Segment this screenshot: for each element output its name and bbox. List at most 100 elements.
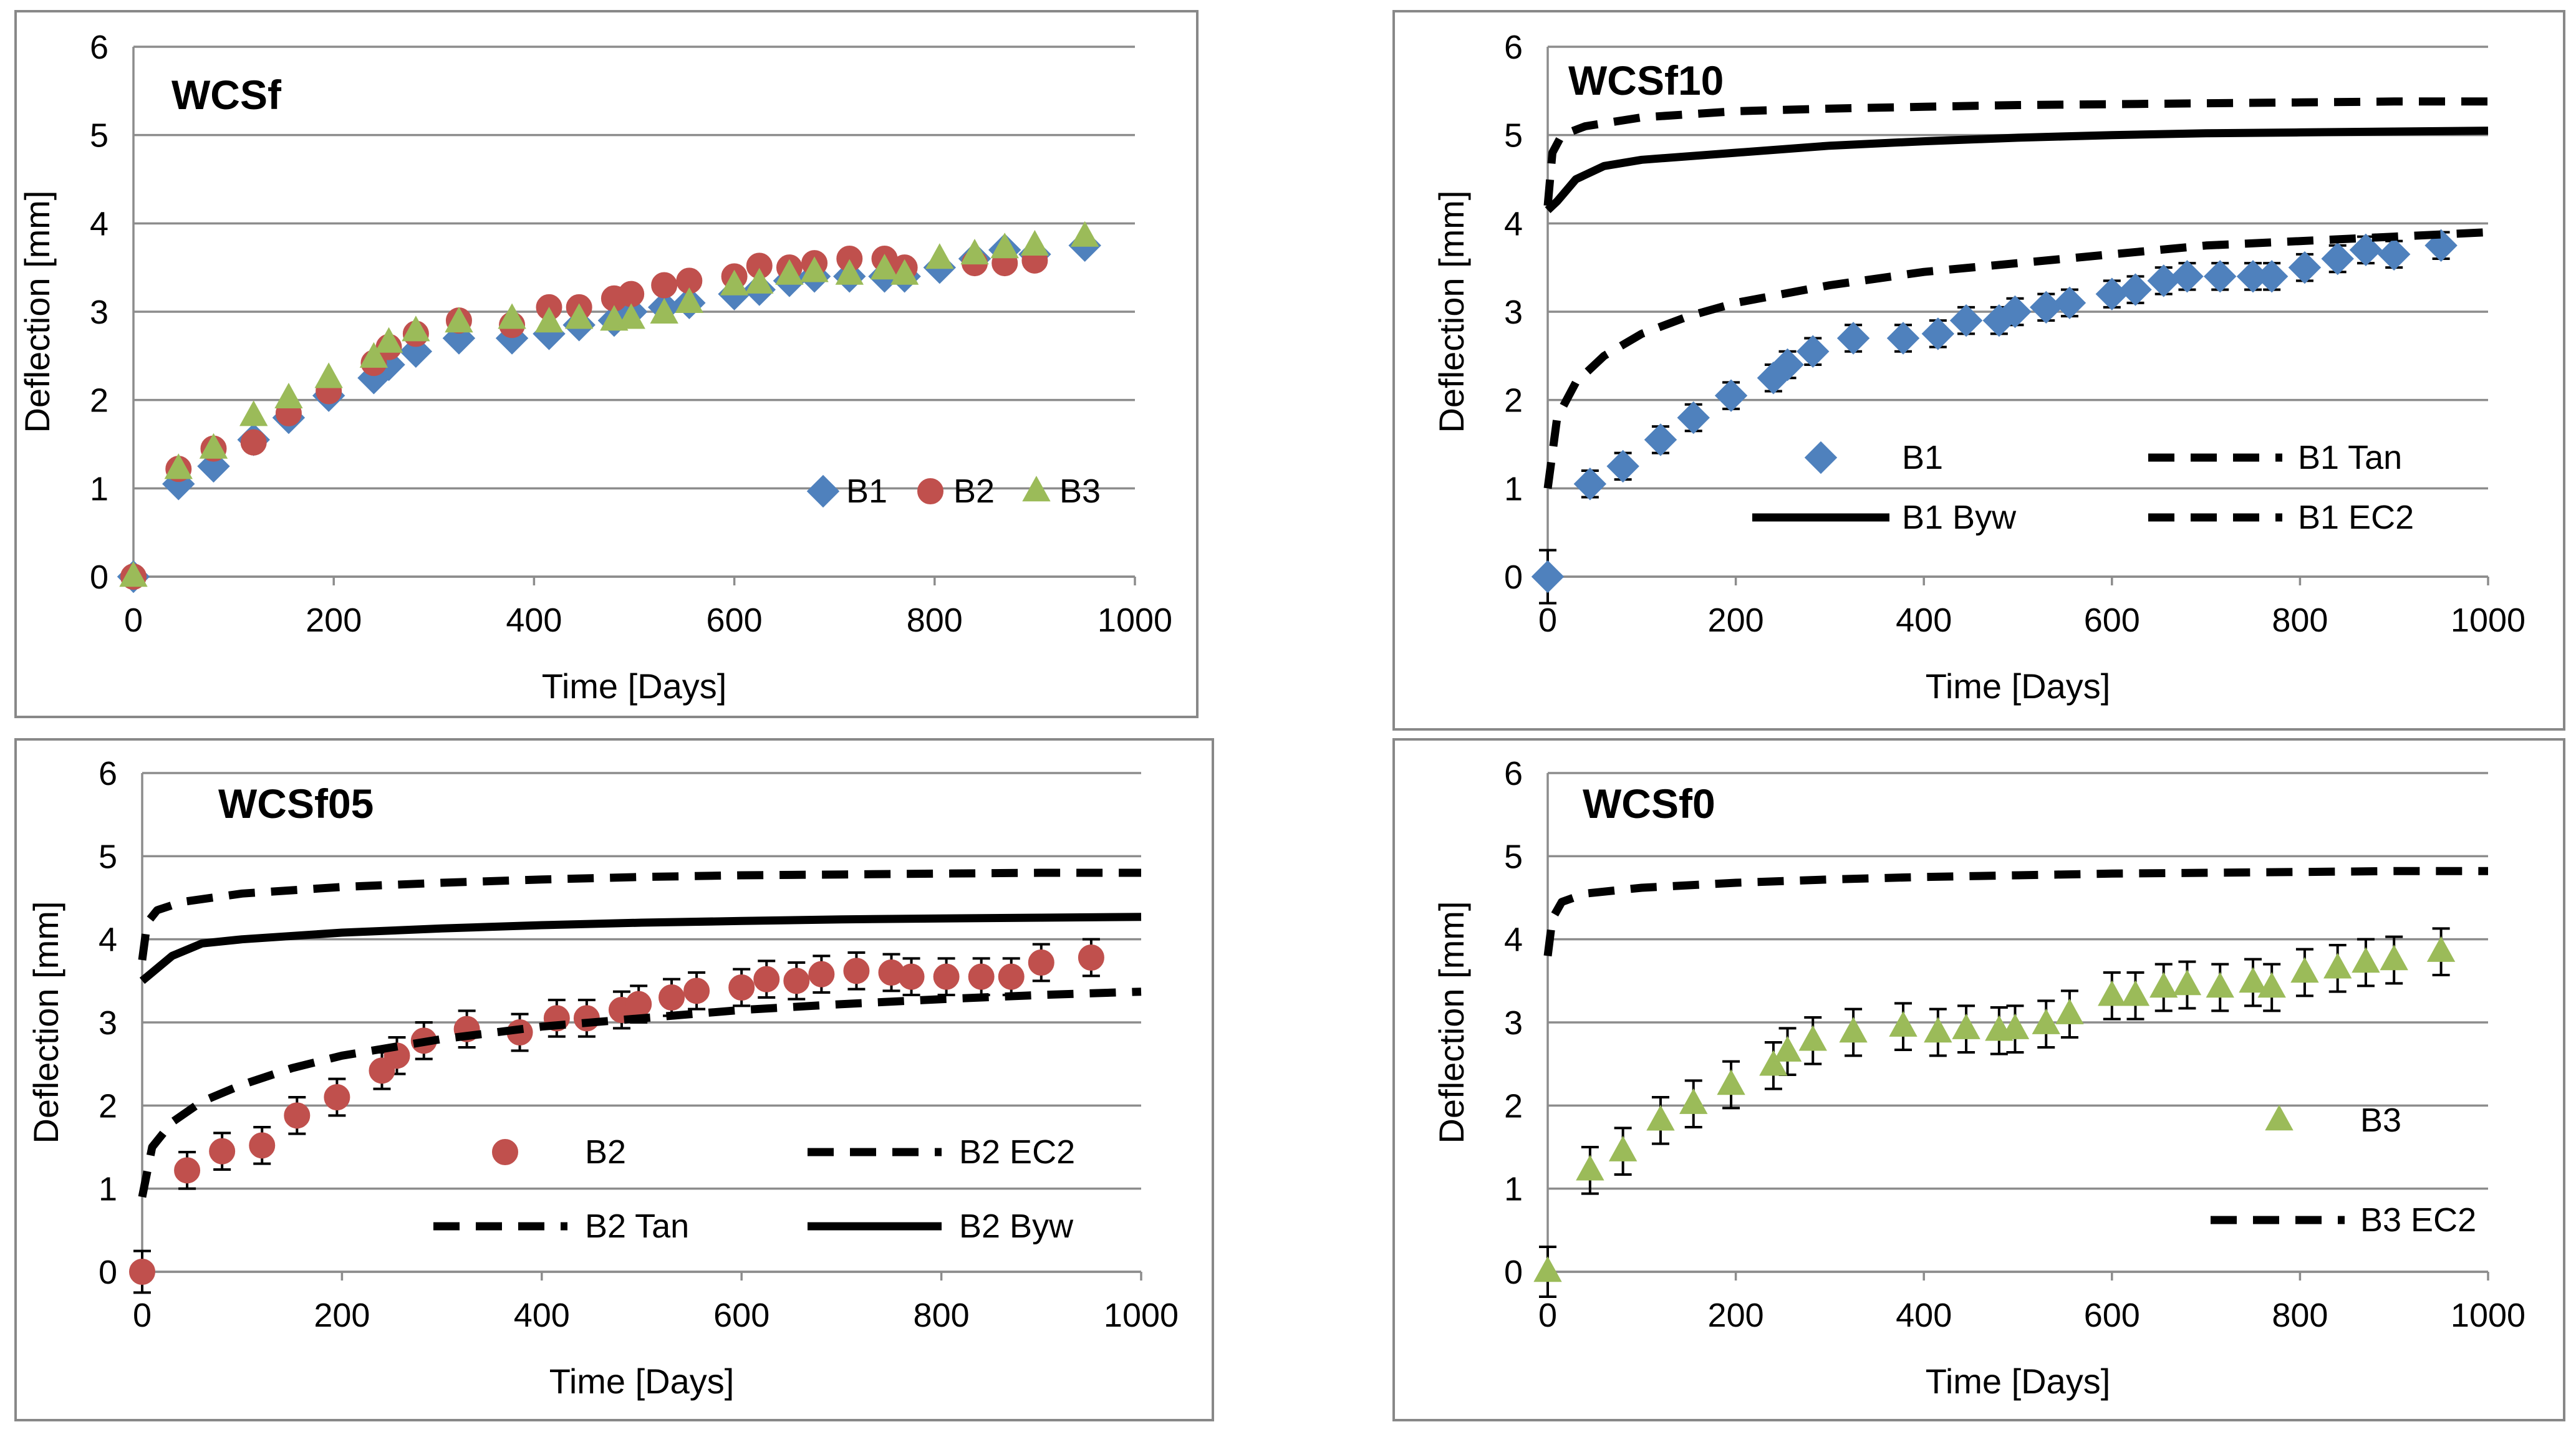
- y-tick-label: 1: [90, 470, 109, 507]
- y-tick-label: 6: [90, 29, 109, 66]
- legend-marker: [1804, 441, 1838, 474]
- series-b1: [1531, 229, 2458, 605]
- legend-label: B1 Tan: [2298, 439, 2402, 476]
- data-point: [2349, 233, 2383, 267]
- x-tick-label: 0: [133, 1297, 152, 1334]
- data-point: [933, 963, 960, 990]
- x-tick-label: 1000: [2451, 602, 2525, 639]
- legend-label: B2 Tan: [585, 1208, 689, 1245]
- y-tick-label: 3: [90, 294, 109, 331]
- data-point: [651, 272, 678, 299]
- y-tick-label: 3: [1504, 1004, 1523, 1042]
- data-point: [498, 303, 526, 329]
- data-point: [2239, 967, 2267, 993]
- data-point: [1797, 335, 1830, 368]
- y-axis-title: Deflection [mm]: [17, 191, 57, 433]
- x-tick-label: 600: [707, 602, 763, 639]
- data-point: [324, 1084, 350, 1110]
- data-point: [2204, 260, 2237, 293]
- model-curve: [1543, 867, 2488, 957]
- data-point: [2290, 957, 2319, 983]
- data-point: [1924, 1017, 1952, 1043]
- y-tick-label: 4: [99, 921, 117, 959]
- data-point: [808, 961, 835, 988]
- series-b1-tan: [1543, 228, 2489, 489]
- data-point: [2206, 972, 2234, 998]
- data-point: [618, 281, 645, 307]
- legend-marker: [806, 474, 840, 508]
- legend: B2 B2 EC2 B2 Tan B2 Byw: [433, 1133, 1075, 1245]
- data-point: [2426, 936, 2456, 962]
- data-point: [239, 400, 268, 426]
- data-point: [745, 267, 774, 294]
- data-point: [1679, 1088, 1708, 1114]
- chart-title: WCSf10: [1568, 57, 1724, 103]
- legend-label: B1 EC2: [2298, 499, 2414, 536]
- legend: B3 B3 EC2: [2211, 1102, 2476, 1239]
- data-point: [617, 303, 645, 329]
- chart-title: WCSf05: [218, 781, 374, 827]
- data-point: [2380, 944, 2408, 971]
- series-b3: [119, 221, 1099, 587]
- y-tick-label: 4: [90, 205, 109, 243]
- data-point: [2053, 286, 2086, 320]
- panel-frame: [1392, 738, 2565, 1421]
- y-tick-label: 5: [1504, 838, 1523, 875]
- x-tick-label: 1000: [2451, 1297, 2525, 1334]
- data-point: [2257, 972, 2286, 998]
- data-point: [2119, 273, 2152, 306]
- data-point: [960, 239, 989, 265]
- data-point: [2000, 1013, 2030, 1039]
- legend: B1 B2 B3: [806, 473, 1101, 510]
- data-point: [2149, 972, 2178, 998]
- data-point: [495, 322, 529, 355]
- data-point: [1773, 1036, 1802, 1062]
- data-point: [835, 259, 864, 285]
- y-tick-label: 0: [99, 1254, 117, 1291]
- data-point: [1533, 1256, 1562, 1282]
- data-point: [129, 1259, 155, 1285]
- data-point: [898, 963, 925, 990]
- y-tick-label: 4: [1504, 921, 1523, 959]
- data-point: [240, 429, 267, 456]
- y-tick-label: 1: [99, 1171, 117, 1208]
- legend-marker: [2265, 1105, 2294, 1131]
- y-tick-label: 2: [1504, 382, 1523, 420]
- x-tick-label: 800: [2272, 602, 2328, 639]
- y-tick-label: 0: [1504, 1254, 1523, 1291]
- x-tick-label: 0: [1538, 1297, 1557, 1334]
- data-point: [2323, 953, 2352, 979]
- legend-label: B3: [2360, 1102, 2401, 1139]
- x-tick-label: 400: [1896, 1297, 1952, 1334]
- legend-label: B3: [1059, 473, 1101, 510]
- x-tick-label: 600: [2084, 1297, 2140, 1334]
- x-tick-label: 0: [1538, 602, 1557, 639]
- data-point: [445, 307, 473, 333]
- chart-panel-wcsf: 0 1 2 3 4 5 6 0 200 400 600 800 1000 Time [Days] Defle…: [14, 10, 1199, 718]
- data-point: [890, 259, 919, 285]
- data-point: [1714, 379, 1748, 412]
- chart-panel-wcsf0: 0 1 2 3 4 5 6 0 200 400 600 800 1000 Time [Days] Defle…: [1392, 738, 2565, 1421]
- x-axis-title: Time [Days]: [549, 1362, 735, 1401]
- x-axis-title: Time [Days]: [1926, 1362, 2111, 1401]
- model-curve: [1543, 228, 2489, 489]
- legend-label: B2: [953, 473, 995, 510]
- data-point: [2352, 947, 2380, 973]
- data-point: [199, 433, 228, 459]
- data-point: [1071, 221, 1099, 247]
- data-point: [1798, 1025, 1827, 1051]
- data-point: [284, 1102, 311, 1129]
- data-point: [1020, 229, 1049, 256]
- data-point: [274, 382, 303, 409]
- data-point: [2171, 260, 2204, 293]
- data-point: [2377, 238, 2411, 271]
- x-tick-label: 200: [1708, 602, 1764, 639]
- data-point: [359, 342, 388, 368]
- data-point: [1759, 1050, 1788, 1076]
- legend-label: B1: [846, 473, 887, 510]
- x-tick-label: 1000: [1097, 602, 1172, 639]
- model-curve: [1545, 127, 2489, 213]
- data-point: [800, 256, 829, 282]
- data-point: [2288, 251, 2322, 284]
- legend-marker: [917, 478, 943, 504]
